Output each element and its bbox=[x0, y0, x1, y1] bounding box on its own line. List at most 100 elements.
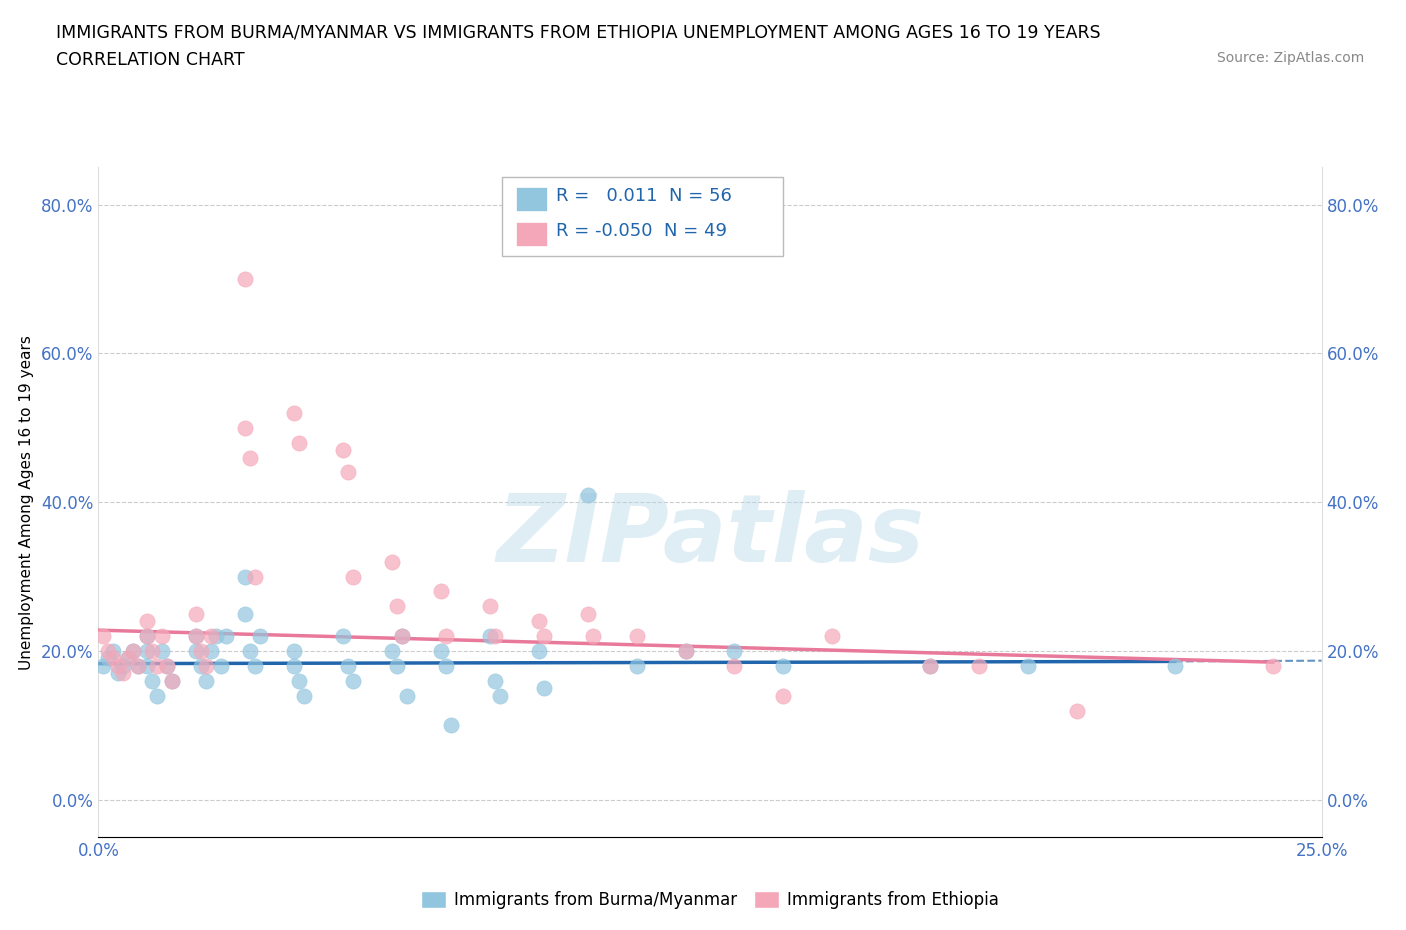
Point bbox=[723, 658, 745, 673]
Point bbox=[146, 688, 169, 703]
Point bbox=[920, 658, 942, 673]
Point bbox=[821, 629, 844, 644]
Point bbox=[626, 658, 648, 673]
Point bbox=[391, 629, 413, 644]
Point bbox=[626, 629, 648, 644]
Point bbox=[111, 658, 134, 673]
Point bbox=[288, 435, 311, 450]
Point bbox=[283, 405, 305, 420]
Point bbox=[97, 651, 120, 666]
Legend: Immigrants from Burma/Myanmar, Immigrants from Ethiopia: Immigrants from Burma/Myanmar, Immigrant… bbox=[415, 884, 1005, 916]
Point bbox=[1066, 703, 1088, 718]
Point bbox=[772, 658, 794, 673]
Point bbox=[186, 629, 208, 644]
Point bbox=[233, 569, 256, 584]
Point bbox=[533, 629, 555, 644]
Point bbox=[205, 629, 228, 644]
Point bbox=[675, 644, 697, 658]
Point bbox=[101, 644, 124, 658]
Point bbox=[160, 673, 183, 688]
Point bbox=[581, 629, 603, 644]
Point bbox=[136, 644, 159, 658]
Point bbox=[186, 644, 208, 658]
Point bbox=[288, 673, 311, 688]
Point bbox=[675, 644, 697, 658]
Point bbox=[391, 629, 413, 644]
Point bbox=[200, 629, 222, 644]
Point bbox=[249, 629, 271, 644]
Point bbox=[430, 584, 453, 599]
Point bbox=[488, 688, 510, 703]
Point bbox=[342, 569, 364, 584]
Point bbox=[478, 599, 501, 614]
Point bbox=[533, 681, 555, 696]
Point bbox=[772, 688, 794, 703]
Point bbox=[527, 614, 550, 629]
Point bbox=[243, 569, 266, 584]
Point bbox=[292, 688, 315, 703]
Point bbox=[723, 644, 745, 658]
Point bbox=[478, 629, 501, 644]
Point bbox=[111, 666, 134, 681]
Point bbox=[430, 644, 453, 658]
Point bbox=[117, 651, 139, 666]
Point bbox=[136, 614, 159, 629]
Point bbox=[233, 272, 256, 286]
Point bbox=[141, 644, 163, 658]
Point bbox=[195, 658, 218, 673]
Point bbox=[117, 651, 139, 666]
Text: ZIPatlas: ZIPatlas bbox=[496, 490, 924, 581]
Point bbox=[385, 599, 408, 614]
Point bbox=[190, 644, 212, 658]
Point bbox=[527, 644, 550, 658]
Point bbox=[141, 673, 163, 688]
Point bbox=[107, 666, 129, 681]
Point bbox=[186, 606, 208, 621]
Point bbox=[1261, 658, 1284, 673]
Point bbox=[440, 718, 463, 733]
Point bbox=[121, 644, 143, 658]
Point bbox=[1017, 658, 1039, 673]
Point bbox=[107, 658, 129, 673]
Point bbox=[186, 629, 208, 644]
Text: R = -0.050  N = 49: R = -0.050 N = 49 bbox=[555, 222, 727, 240]
Point bbox=[239, 450, 262, 465]
Point bbox=[381, 644, 404, 658]
Point bbox=[342, 673, 364, 688]
Point bbox=[136, 658, 159, 673]
Text: R =   0.011  N = 56: R = 0.011 N = 56 bbox=[555, 187, 731, 205]
Point bbox=[156, 658, 179, 673]
Point bbox=[233, 606, 256, 621]
Point bbox=[146, 658, 169, 673]
Point bbox=[156, 658, 179, 673]
Point bbox=[91, 658, 114, 673]
Point bbox=[127, 658, 149, 673]
Point bbox=[920, 658, 942, 673]
Point bbox=[233, 420, 256, 435]
Point bbox=[576, 487, 599, 502]
Point bbox=[136, 629, 159, 644]
Point bbox=[434, 658, 457, 673]
Point bbox=[243, 658, 266, 673]
Point bbox=[381, 554, 404, 569]
Point bbox=[332, 629, 354, 644]
Point bbox=[91, 629, 114, 644]
Point bbox=[160, 673, 183, 688]
Point bbox=[576, 606, 599, 621]
Y-axis label: Unemployment Among Ages 16 to 19 years: Unemployment Among Ages 16 to 19 years bbox=[20, 335, 34, 670]
Point bbox=[121, 644, 143, 658]
Point bbox=[332, 443, 354, 458]
Point bbox=[127, 658, 149, 673]
Point bbox=[195, 673, 218, 688]
Text: Source: ZipAtlas.com: Source: ZipAtlas.com bbox=[1216, 51, 1364, 65]
Point bbox=[336, 465, 359, 480]
Point bbox=[484, 629, 506, 644]
Point bbox=[150, 629, 173, 644]
Text: CORRELATION CHART: CORRELATION CHART bbox=[56, 51, 245, 69]
Point bbox=[967, 658, 990, 673]
Point bbox=[434, 629, 457, 644]
Point bbox=[190, 658, 212, 673]
Point bbox=[283, 644, 305, 658]
Point bbox=[214, 629, 236, 644]
Point bbox=[1164, 658, 1187, 673]
